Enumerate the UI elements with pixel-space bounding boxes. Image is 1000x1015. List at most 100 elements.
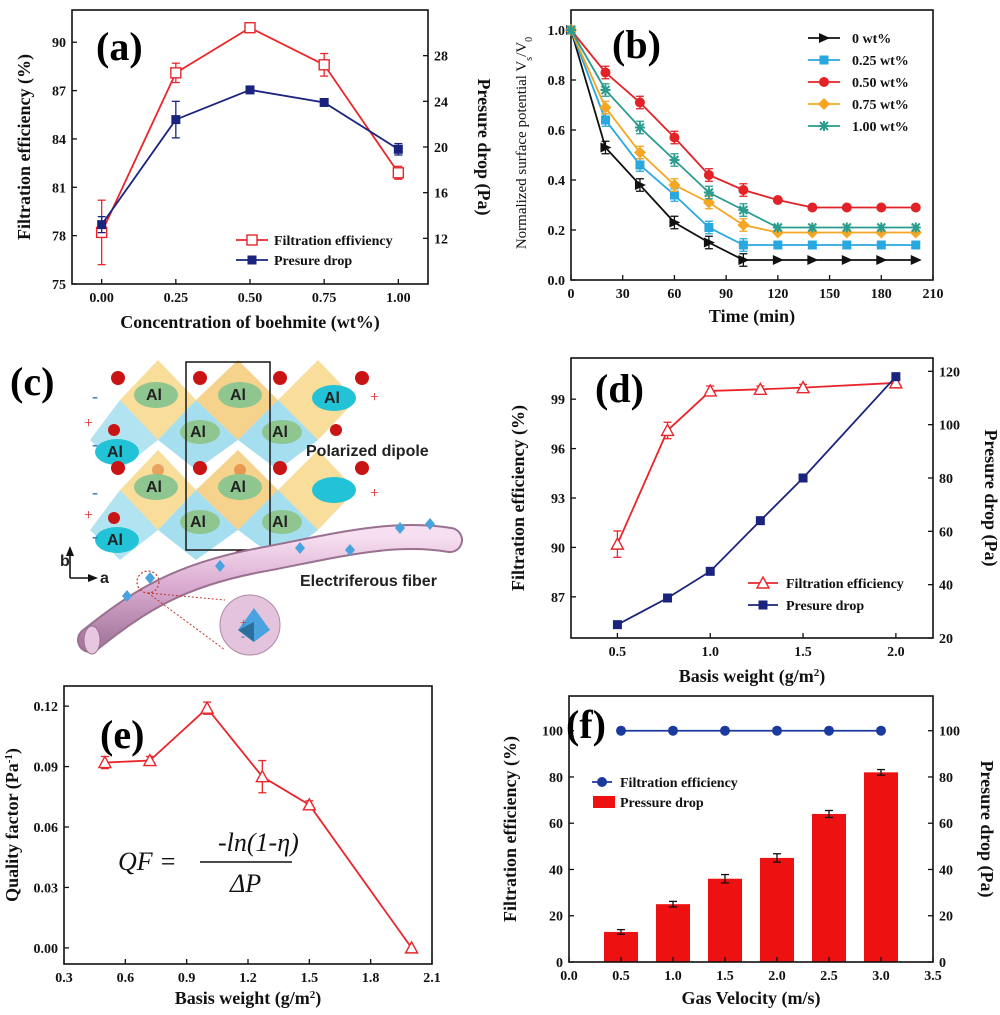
x-tick-label: 1.0 [701,645,719,660]
legend-label: Filtration effiviency [274,234,393,249]
al-label: Al [190,514,206,531]
x-axis-title: Time (min) [709,306,795,327]
data-point [393,144,403,154]
y2-tick-label: 12 [434,232,448,247]
data-point [392,167,405,179]
x-tick-label: 3.0 [872,969,890,984]
quality-factor-formula: QF = -ln(1-η) ΔP [118,828,299,898]
x-tick-label: 0.9 [178,971,196,986]
legend-label: Filtration efficiency [786,577,904,592]
panel-f-label: (f) [566,702,606,747]
y-tick-label: 93 [551,492,565,507]
al-label: Al [190,424,206,441]
data-point [318,59,330,71]
unit-cell-box [185,361,271,551]
y2-tick-label: 100 [939,419,960,434]
negative-charge: - [92,434,98,454]
y-tick-label: 0.0 [548,274,566,289]
legend-marker [818,98,830,110]
formula-numerator: -ln(1-η) [218,828,299,857]
series-line [616,376,897,626]
plot-frame [570,9,934,281]
negative-charge: - [92,526,98,546]
x-tick-label: 1.8 [362,971,380,986]
legend-marker [758,600,768,610]
x-axis-title: Basis weight (g/m2) [679,666,826,687]
data-point [807,240,817,250]
x-tick-label: 0.00 [89,291,114,306]
panel-f-chart: 0.0 0.5 1.0 1.5 2.0 2.5 3.0 3.50204060801000204… [500,695,997,1009]
data-point [610,536,625,550]
y-tick-label: 0.09 [34,761,59,776]
data-point [703,170,714,180]
y2-tick-label: 16 [434,187,448,202]
positive-charge: + [84,415,93,432]
data-point [171,115,181,125]
y-tick-label: 0.12 [34,700,59,715]
data-point [633,146,646,159]
y-tick-label: 0.4 [548,174,566,189]
data-point [703,237,715,248]
polarized-dipole-label: Polarized dipole [306,443,429,460]
y2-tick-label: 60 [939,525,953,540]
x-tick-label: 120 [767,287,788,302]
data-point [97,220,107,230]
electriferous-fiber-label: Electriferous fiber [300,573,437,590]
panel-a-label: (a) [96,24,143,69]
legend-label: 0 wt% [852,32,891,47]
y-tick-label: 75 [52,278,66,293]
crystal-layer-bottom: Al Al Al Al Al [90,450,369,562]
data-point [634,180,646,190]
y-tick-label: 0.03 [34,881,59,896]
data-point [170,67,182,79]
x-tick-label: 2.1 [423,971,441,986]
positive-charge: + [370,485,379,502]
panel-c-label: (c) [10,359,54,404]
data-point [142,753,158,767]
negative-charge: - [241,629,245,643]
plot-frame [568,695,934,963]
data-point [704,223,714,232]
panel-e-chart: 0.3 0.6 0.9 1.2 1.5 1.8 2.1 0.00 0.03 0.06 0.09 0.1… [2,685,441,1009]
legend-marker [819,55,829,65]
x-tick-label: 60 [667,287,681,302]
x-tick-label: 1.00 [386,291,411,306]
panel-c-schematic: (c) Al Al Al Al Al Al [10,359,463,656]
axis-a-label: a [100,570,109,587]
al-atom [312,477,356,503]
data-point [634,122,645,133]
y2-tick-label: 80 [939,771,953,786]
data-point [910,255,922,265]
data-point [668,179,681,191]
al-label: Al [324,390,340,407]
x-tick-label: 0.3 [55,971,73,986]
data-point [738,205,749,215]
x-tick-label: 150 [819,287,840,302]
x-axis-title: Gas Velocity (m/s) [682,988,821,1009]
y-tick-label: 40 [549,863,563,878]
data-point [807,222,818,233]
pressure-drop-bar [656,904,690,962]
panel-d-chart: 0.5 1.0 1.5 2.0 87 90 93 96 99 20 40 60 80 100 120 Basi… [508,357,1000,687]
data-point [807,255,819,265]
al-label: Al [107,532,123,549]
data-point [255,769,270,783]
legend-swatch [593,796,615,808]
x-tick-label: 1.2 [239,971,257,986]
x-tick-label: 2.0 [768,969,786,984]
data-point [669,190,679,200]
x-tick-label: 1.0 [664,969,682,984]
x-tick-label: 30 [616,287,630,302]
x-tick-label: 0.5 [612,969,630,984]
data-point [910,202,921,213]
data-point [302,797,317,811]
data-point [772,725,782,736]
al-label: Al [272,424,288,441]
series-line [100,88,399,226]
data-point [738,240,748,250]
x-tick-label: 0.50 [238,291,263,306]
y2-tick-label: 100 [939,725,960,740]
data-point [669,217,681,228]
series-line [104,706,413,949]
y-tick-label: 0.6 [548,124,566,139]
